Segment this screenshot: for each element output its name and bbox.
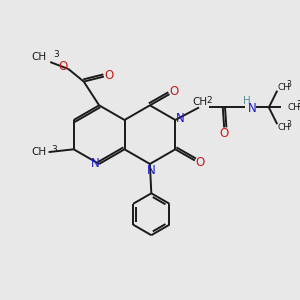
Text: 3: 3 bbox=[286, 80, 291, 89]
Text: 3: 3 bbox=[54, 50, 59, 59]
Text: O: O bbox=[220, 127, 229, 140]
Text: O: O bbox=[104, 69, 113, 82]
Text: CH: CH bbox=[278, 123, 291, 132]
Text: 2: 2 bbox=[206, 96, 212, 105]
Text: N: N bbox=[147, 164, 156, 177]
Text: 3: 3 bbox=[286, 121, 291, 130]
Text: CH: CH bbox=[278, 83, 291, 92]
Text: 3: 3 bbox=[296, 100, 300, 109]
Text: N: N bbox=[248, 102, 257, 115]
Text: O: O bbox=[195, 156, 205, 169]
Text: CH: CH bbox=[192, 98, 207, 107]
Text: O: O bbox=[170, 85, 179, 98]
Text: H: H bbox=[243, 96, 250, 106]
Text: N: N bbox=[91, 158, 99, 170]
Text: 3: 3 bbox=[51, 145, 57, 154]
Text: CH: CH bbox=[32, 147, 47, 157]
Text: O: O bbox=[59, 60, 68, 73]
Text: CH: CH bbox=[288, 103, 300, 112]
Text: CH: CH bbox=[32, 52, 47, 62]
Text: N: N bbox=[176, 112, 185, 125]
